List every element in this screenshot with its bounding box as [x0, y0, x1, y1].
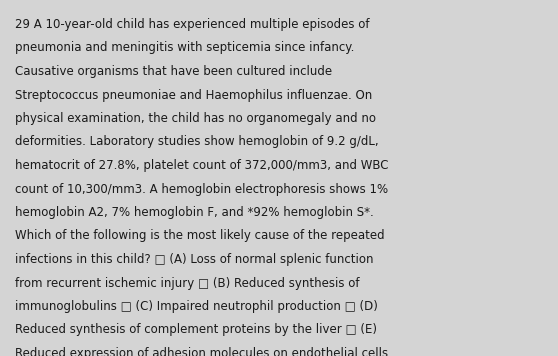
Text: deformities. Laboratory studies show hemoglobin of 9.2 g/dL,: deformities. Laboratory studies show hem… [15, 136, 379, 148]
Text: physical examination, the child has no organomegaly and no: physical examination, the child has no o… [15, 112, 376, 125]
Text: infections in this child? □ (A) Loss of normal splenic function: infections in this child? □ (A) Loss of … [15, 253, 373, 266]
Text: from recurrent ischemic injury □ (B) Reduced synthesis of: from recurrent ischemic injury □ (B) Red… [15, 277, 359, 289]
Text: Streptococcus pneumoniae and Haemophilus influenzae. On: Streptococcus pneumoniae and Haemophilus… [15, 89, 372, 101]
Text: hemoglobin A2, 7% hemoglobin F, and *92% hemoglobin S*.: hemoglobin A2, 7% hemoglobin F, and *92%… [15, 206, 374, 219]
Text: Reduced expression of adhesion molecules on endothelial cells: Reduced expression of adhesion molecules… [15, 347, 388, 356]
Text: pneumonia and meningitis with septicemia since infancy.: pneumonia and meningitis with septicemia… [15, 42, 354, 54]
Text: Reduced synthesis of complement proteins by the liver □ (E): Reduced synthesis of complement proteins… [15, 324, 377, 336]
Text: immunoglobulins □ (C) Impaired neutrophil production □ (D): immunoglobulins □ (C) Impaired neutrophi… [15, 300, 378, 313]
Text: Which of the following is the most likely cause of the repeated: Which of the following is the most likel… [15, 230, 384, 242]
Text: count of 10,300/mm3. A hemoglobin electrophoresis shows 1%: count of 10,300/mm3. A hemoglobin electr… [15, 183, 388, 195]
Text: hematocrit of 27.8%, platelet count of 372,000/mm3, and WBC: hematocrit of 27.8%, platelet count of 3… [15, 159, 388, 172]
Text: Causative organisms that have been cultured include: Causative organisms that have been cultu… [15, 65, 332, 78]
Text: 29 A 10-year-old child has experienced multiple episodes of: 29 A 10-year-old child has experienced m… [15, 18, 369, 31]
